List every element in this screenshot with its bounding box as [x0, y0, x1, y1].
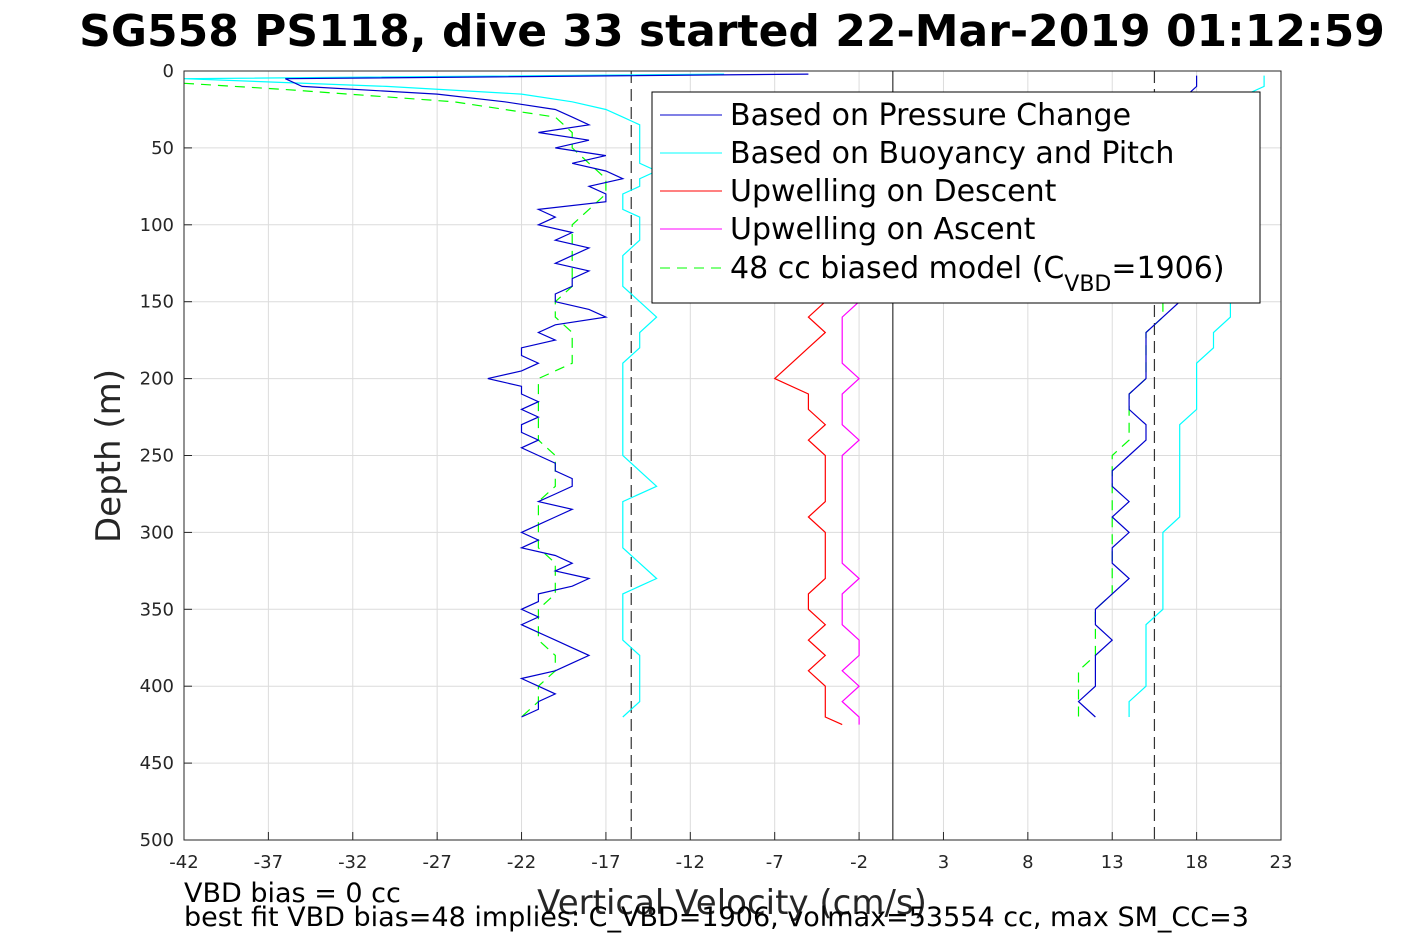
x-tick-label: 8	[1022, 852, 1033, 873]
legend-label-model-main: 48 cc biased model (C	[730, 251, 1064, 286]
legend: Based on Pressure Change Based on Buoyan…	[651, 91, 1261, 304]
x-tick-label: 23	[1270, 852, 1293, 873]
legend-label-buoy: Based on Buoyancy and Pitch	[730, 136, 1174, 171]
x-tick-label: -2	[850, 852, 868, 873]
y-tick-label: 500	[140, 830, 174, 851]
x-tick-label: 18	[1185, 852, 1208, 873]
legend-label-model-sub: VBD	[1064, 272, 1111, 297]
y-tick-label: 150	[140, 292, 174, 313]
series-updesc-line	[773, 301, 843, 726]
x-tick-label: -37	[254, 852, 283, 873]
x-tick-label: 3	[938, 852, 949, 873]
series-model-descent-line	[183, 82, 607, 718]
x-tick-label: -7	[766, 852, 784, 873]
x-tick-label: -42	[169, 852, 198, 873]
x-tick-label: 13	[1101, 852, 1124, 873]
legend-box	[651, 91, 1261, 304]
x-ticks: -42 -37 -32 -27 -22 -17 -12 -7 -2 3 8 13 18 23	[169, 832, 1292, 873]
y-tick-label: 400	[140, 676, 174, 697]
x-tick-label: -17	[591, 852, 620, 873]
y-ticks: 0 50 100 150 200 250 300 350 400 450 500	[140, 61, 192, 851]
y-tick-label: 100	[140, 215, 174, 236]
x-tick-label: -22	[507, 852, 536, 873]
x-axis-label: Vertical Velocity (cm/s)	[537, 883, 927, 923]
series-press-descent-line	[285, 73, 809, 718]
legend-label-upasc: Upwelling on Ascent	[730, 212, 1036, 247]
y-tick-label: 50	[151, 138, 174, 159]
chart-title: SG558 PS118, dive 33 started 22-Mar-2019…	[79, 6, 1385, 57]
series-upasc-line	[841, 301, 860, 725]
x-tick-label: -12	[676, 852, 705, 873]
note-best-fit: best fit VBD bias=48 implies: C_VBD=1906…	[184, 902, 1249, 933]
y-tick-label: 300	[140, 522, 174, 543]
note-vbd-bias: VBD bias = 0 cc	[184, 878, 401, 909]
legend-label-press: Based on Pressure Change	[730, 98, 1131, 133]
x-tick-label: -27	[422, 852, 451, 873]
series-buoy-descent-line	[183, 73, 725, 718]
legend-label-model: 48 cc biased model (CVBD=1906)	[730, 251, 1225, 297]
y-tick-label: 350	[140, 599, 174, 620]
legend-label-updesc: Upwelling on Descent	[730, 174, 1057, 209]
x-tick-label: -32	[338, 852, 367, 873]
y-tick-label: 200	[140, 369, 174, 390]
y-tick-label: 0	[163, 61, 174, 82]
legend-label-model-tail: =1906)	[1111, 251, 1224, 286]
y-axis-label: Depth (m)	[89, 369, 129, 543]
y-tick-label: 450	[140, 753, 174, 774]
y-tick-label: 250	[140, 446, 174, 467]
